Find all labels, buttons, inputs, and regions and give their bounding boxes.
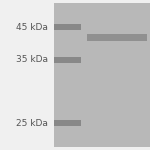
Bar [54,24,81,30]
Text: 25 kDa: 25 kDa [16,118,48,127]
Bar [54,3,150,147]
Bar [87,34,147,41]
Text: 35 kDa: 35 kDa [16,56,48,64]
Bar [54,57,81,63]
Text: 45 kDa: 45 kDa [16,22,48,32]
Bar [54,120,81,126]
